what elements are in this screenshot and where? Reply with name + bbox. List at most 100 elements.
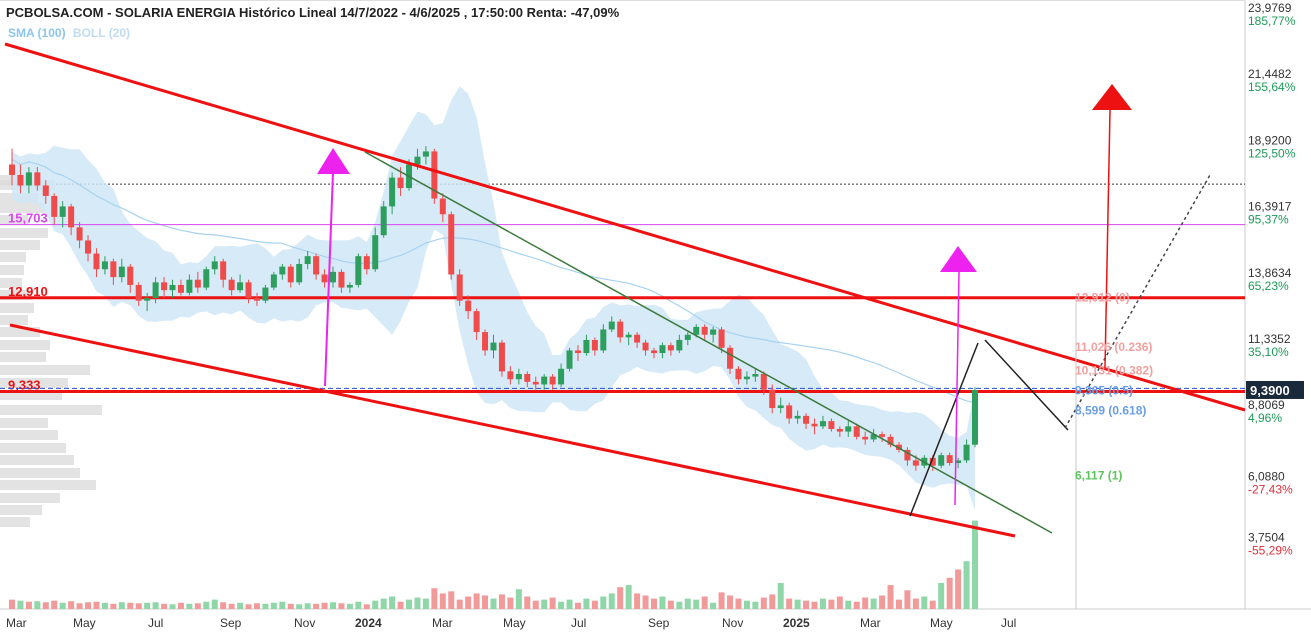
candle-body — [777, 405, 784, 409]
volume-bar — [769, 594, 776, 609]
volume-bar — [177, 602, 184, 609]
profile-bar — [0, 455, 74, 465]
volume-bar — [355, 601, 362, 609]
volume-bar — [194, 603, 201, 609]
time-tick-label: 2024 — [355, 616, 382, 630]
candle — [473, 308, 480, 340]
candle-body — [422, 151, 429, 157]
volume-bar — [693, 599, 700, 609]
candle-body — [76, 227, 83, 241]
candle-body — [313, 256, 320, 275]
candle — [25, 167, 32, 194]
candle-body — [591, 339, 598, 351]
volume-bar — [600, 596, 607, 609]
time-tick-label: 2025 — [783, 616, 810, 630]
volume-bar — [676, 601, 683, 609]
indicator-legend: SMA (100) BOLL (20) — [8, 26, 130, 40]
candle — [346, 282, 353, 293]
pct-tick-label: -55,29% — [1248, 544, 1293, 558]
fib-label: 6,117 (1) — [1075, 469, 1122, 483]
candle-body — [642, 342, 649, 351]
candle — [946, 452, 953, 466]
candle-body — [507, 371, 514, 380]
volume-bar — [110, 603, 117, 609]
volume-bar — [211, 599, 218, 609]
candle-body — [9, 164, 15, 175]
profile-bar — [0, 240, 40, 250]
candle — [541, 373, 548, 390]
time-tick-label: Sep — [220, 616, 242, 630]
profile-bar — [0, 378, 68, 388]
candle-body — [270, 274, 277, 288]
volume-bar — [498, 594, 505, 609]
time-tick-label: Mar — [432, 616, 453, 630]
volume-bar — [456, 599, 463, 609]
candle-body — [541, 376, 548, 385]
last-price-badge — [1246, 380, 1304, 399]
candle-body — [819, 421, 826, 427]
candle — [853, 423, 860, 440]
candle — [296, 258, 303, 285]
profile-bar — [0, 493, 60, 503]
profile-bar — [0, 315, 28, 325]
candle-body — [42, 185, 49, 196]
candle-body — [287, 266, 294, 283]
volume-bar — [68, 601, 75, 609]
candle-body — [118, 266, 125, 278]
candle-body — [186, 279, 193, 293]
candle-body — [279, 266, 286, 275]
profile-bar — [0, 278, 22, 288]
volume-bar — [169, 604, 176, 609]
volume-bar — [642, 595, 649, 609]
magenta-arrow-head — [940, 246, 977, 272]
candle-body — [177, 284, 184, 293]
volume-bar — [9, 599, 15, 609]
candle — [9, 148, 15, 186]
candle-body — [448, 214, 455, 275]
volume-bar — [549, 597, 556, 609]
candle-body — [946, 455, 953, 464]
volume-bar — [938, 583, 945, 609]
sma-legend[interactable]: SMA (100) — [8, 26, 66, 40]
volume-bar — [566, 599, 573, 609]
chart-title: PCBOLSA.COM - SOLARIA ENERGIA Histórico … — [6, 5, 620, 20]
candle-body — [220, 261, 227, 280]
candle-body — [743, 376, 750, 380]
candle — [786, 402, 793, 424]
price-tick-label: 18,9200 — [1248, 133, 1292, 147]
red-arrow-head — [1092, 84, 1132, 110]
candle-body — [161, 282, 168, 291]
candle — [701, 324, 708, 340]
candle-body — [110, 261, 117, 278]
candle-body — [397, 177, 404, 189]
candle — [118, 258, 125, 283]
horizontal-levels: 15,703 12,910 9,333 — [0, 211, 1245, 393]
candle — [110, 258, 117, 285]
candle-body — [203, 269, 210, 288]
boll-legend[interactable]: BOLL (20) — [72, 26, 131, 40]
candle — [372, 227, 379, 272]
volume-bar — [304, 603, 311, 609]
profile-bar — [0, 390, 62, 400]
candle — [532, 376, 539, 390]
volume-bar — [431, 588, 438, 609]
candle — [608, 316, 615, 333]
volume-bar — [701, 596, 708, 609]
volume-bar — [406, 599, 413, 609]
candle — [819, 415, 826, 429]
candle — [651, 347, 657, 359]
candle-body — [760, 373, 767, 390]
channel-lower-line — [9, 323, 1016, 538]
candle-body — [532, 381, 539, 385]
candle — [363, 253, 370, 275]
volume-bar — [684, 598, 691, 609]
magenta-arrow-shaft — [324, 171, 334, 387]
candle — [524, 371, 531, 388]
magenta-arrow-shaft — [954, 271, 960, 506]
candle — [448, 211, 455, 280]
profile-bar — [0, 418, 48, 428]
volume-bar — [558, 601, 565, 609]
candle — [465, 295, 472, 320]
candle-body — [735, 368, 742, 380]
